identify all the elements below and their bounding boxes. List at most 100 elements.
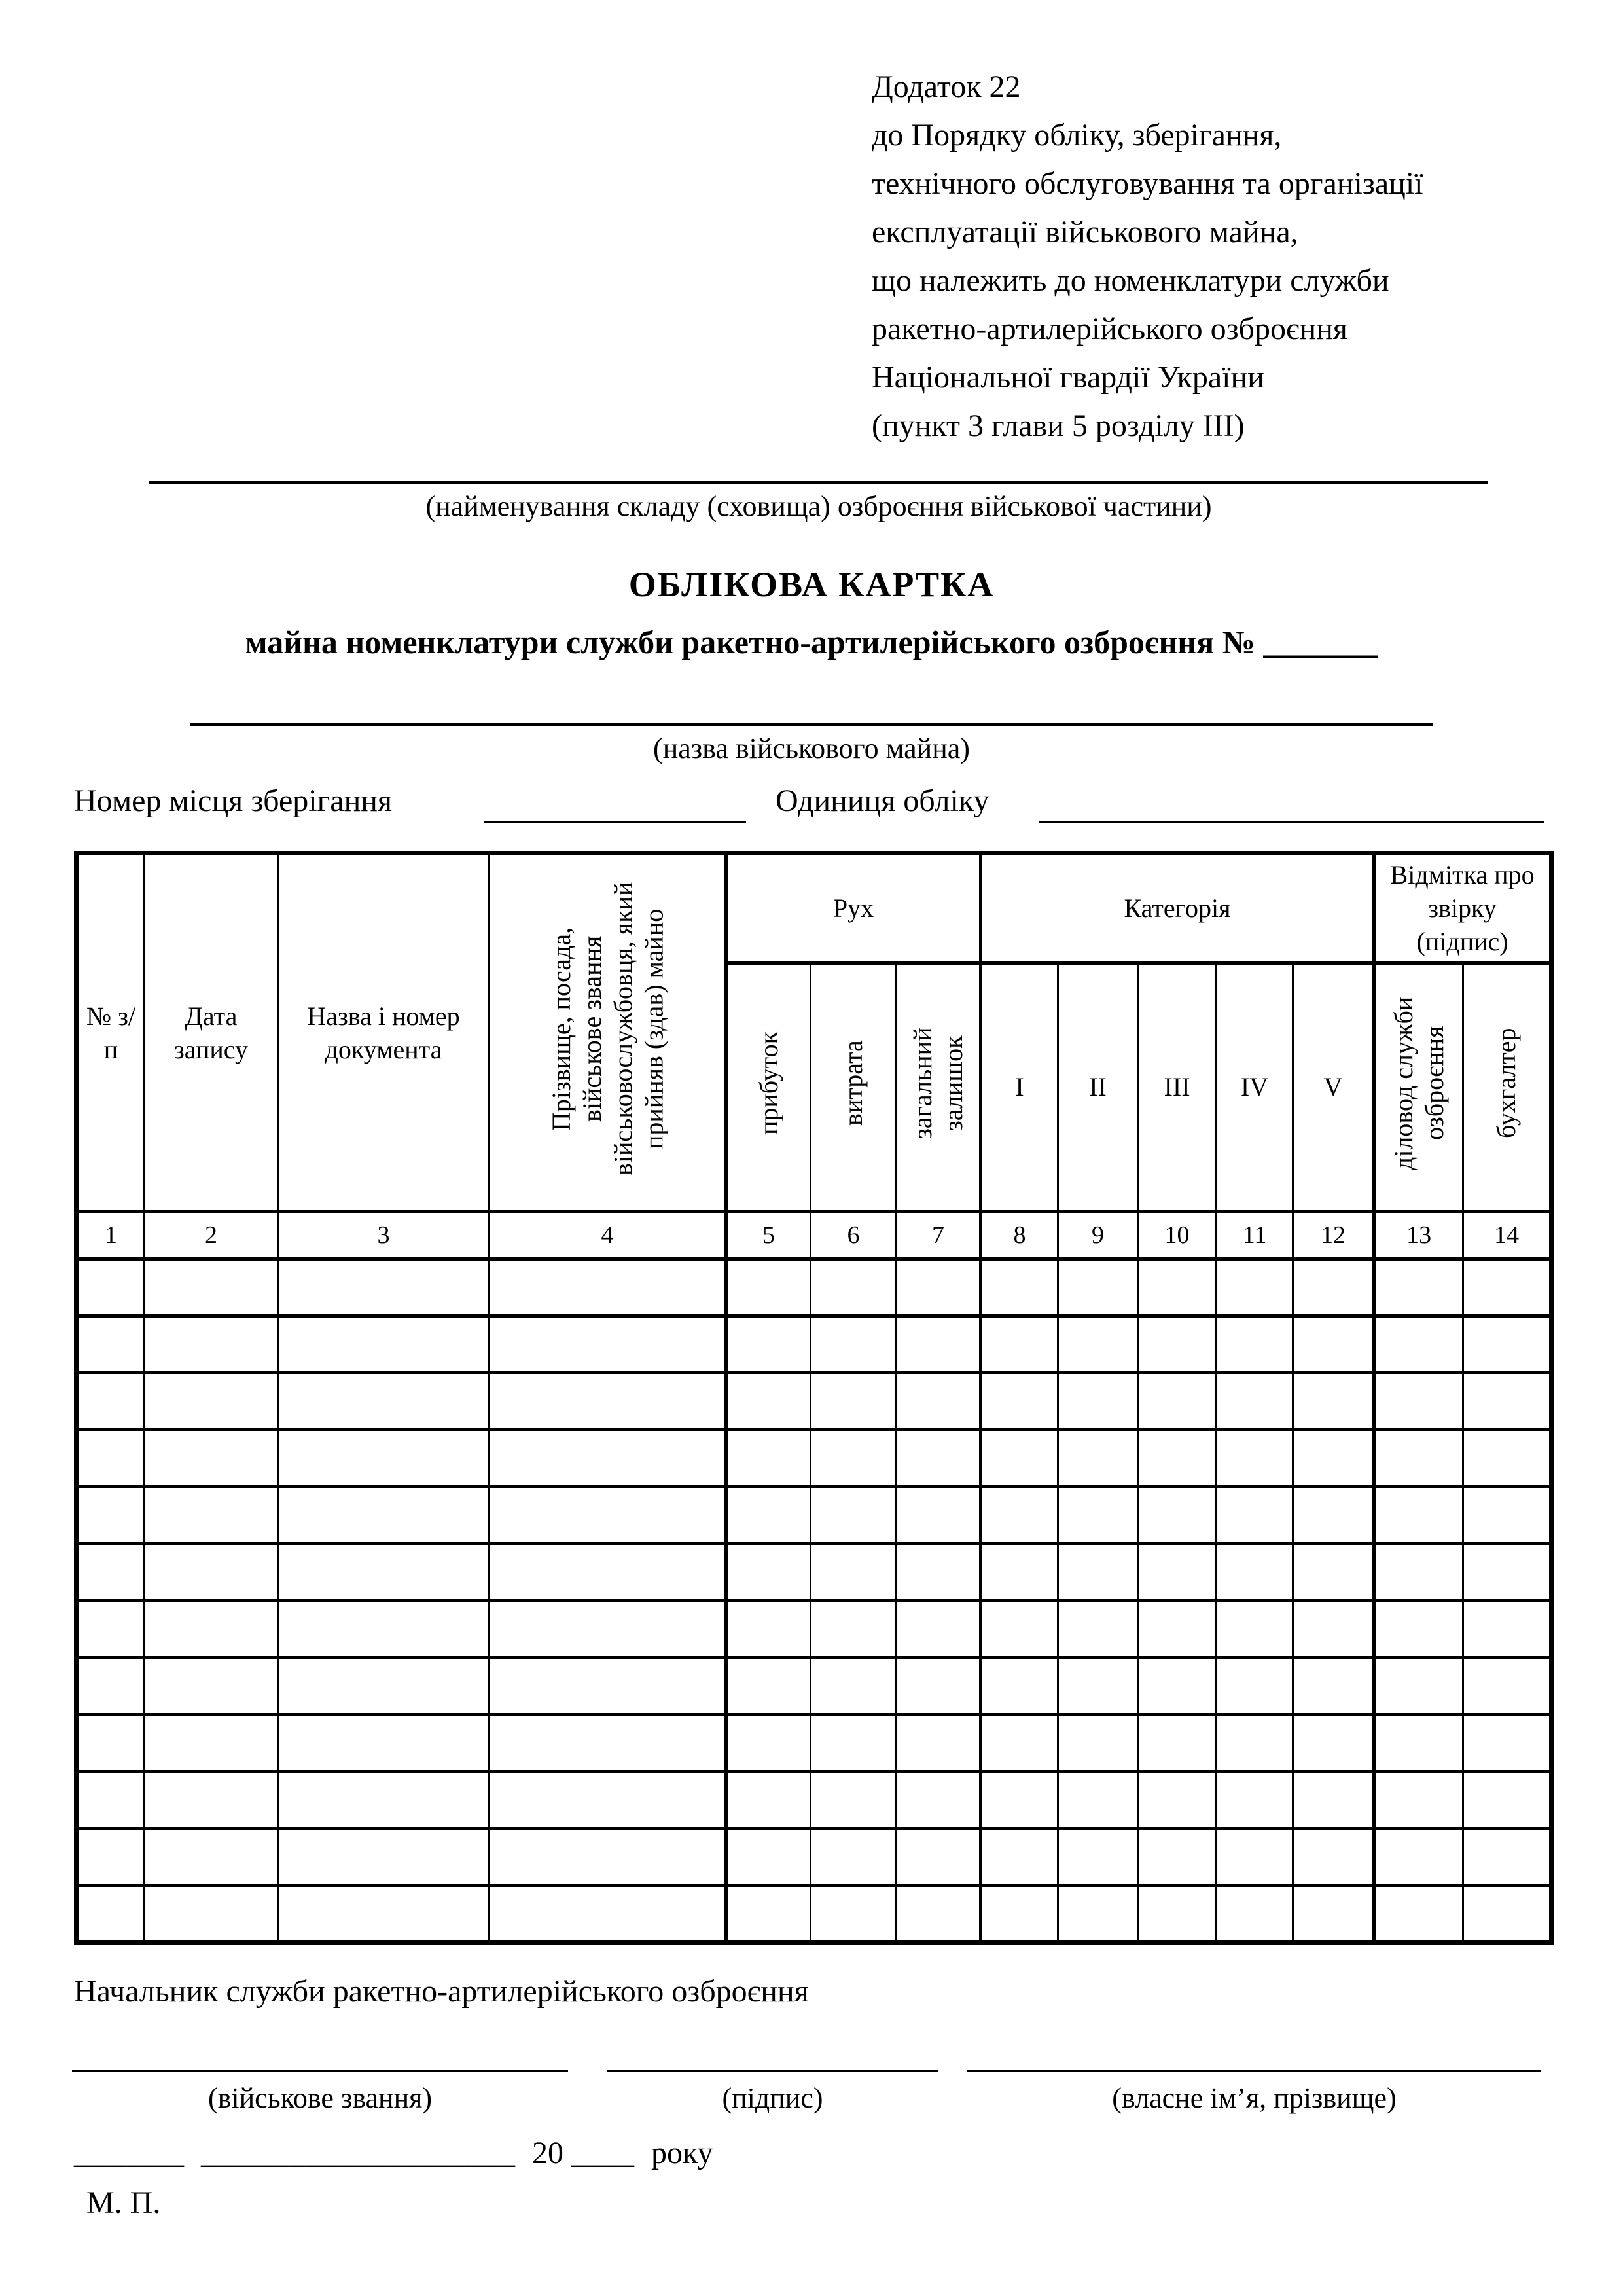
column-number: 13	[1372, 1210, 1463, 1259]
table-cell	[724, 1427, 811, 1487]
table-cell	[1137, 1257, 1217, 1316]
col-header-category-1: I	[979, 961, 1058, 1212]
table-cell	[1292, 1655, 1374, 1715]
table-cell	[810, 1314, 897, 1373]
table-cell	[1462, 1655, 1552, 1715]
table-cell	[979, 1427, 1058, 1487]
appendix-line: (пункт 3 глави 5 розділу III)	[872, 408, 1245, 443]
table-cell	[1462, 1883, 1552, 1943]
table-cell	[895, 1769, 981, 1829]
table-cell	[1372, 1598, 1463, 1658]
table-row	[75, 1826, 1552, 1886]
table-cell	[1057, 1598, 1138, 1658]
column-number: 6	[810, 1210, 897, 1259]
table-cell	[1462, 1484, 1552, 1544]
table-cell	[1372, 1541, 1463, 1601]
table-cell	[979, 1371, 1058, 1430]
table-cell	[143, 1883, 278, 1943]
column-number: 8	[979, 1210, 1058, 1259]
table-empty-body	[75, 1257, 1552, 1943]
table-cell	[1462, 1371, 1552, 1430]
col-header-record-date: Дата запису	[143, 852, 278, 1212]
table-cell	[895, 1541, 981, 1601]
table-cell	[1215, 1541, 1293, 1601]
table-cell	[1292, 1427, 1374, 1487]
table-cell	[724, 1712, 811, 1772]
table-cell	[1372, 1655, 1463, 1715]
table-cell	[277, 1371, 490, 1430]
date-line: _______ ____________________ 20 ____ рок…	[74, 2135, 722, 2171]
table-cell	[1057, 1883, 1138, 1943]
table-cell	[488, 1826, 726, 1886]
form-subtitle-text: майна номенклатури служби ракетно-артиле…	[245, 624, 1255, 660]
col-header-total-balance: загальний залишок	[895, 961, 981, 1212]
table-cell	[1057, 1826, 1138, 1886]
table-cell	[75, 1883, 145, 1943]
column-number-row: 1 2 3 4 5 6 7 8 9 10 11 12 13 14	[75, 1210, 1552, 1259]
table-cell	[75, 1826, 145, 1886]
table-cell	[724, 1598, 811, 1658]
table-cell	[724, 1257, 811, 1316]
table-cell	[143, 1769, 278, 1829]
table-cell	[1057, 1484, 1138, 1544]
form-subtitle: майна номенклатури служби ракетно-артиле…	[0, 623, 1623, 661]
form-title: ОБЛІКОВА КАРТКА	[628, 565, 995, 604]
date-year-suffix: року	[651, 2136, 713, 2170]
appendix-line: Додаток 22	[872, 69, 1021, 104]
table-cell	[1372, 1769, 1463, 1829]
table-cell	[1372, 1314, 1463, 1373]
appendix-line: ракетно-артилерійського озброєння	[872, 312, 1348, 346]
table-cell	[277, 1257, 490, 1316]
table-cell	[75, 1541, 145, 1601]
table-cell	[277, 1598, 490, 1658]
table-cell	[1137, 1769, 1217, 1829]
table-cell	[277, 1655, 490, 1715]
table-cell	[895, 1883, 981, 1943]
table-cell	[979, 1826, 1058, 1886]
column-number: 3	[277, 1210, 490, 1259]
table-row	[75, 1484, 1552, 1544]
warehouse-name-rule	[149, 443, 1488, 484]
appendix-line: технічного обслуговування та організації	[872, 166, 1423, 201]
table-cell	[277, 1826, 490, 1886]
table-cell	[979, 1257, 1058, 1316]
table-cell	[488, 1883, 726, 1943]
table-cell	[979, 1541, 1058, 1601]
table-cell	[1292, 1826, 1374, 1886]
table-cell	[75, 1484, 145, 1544]
table-cell	[1372, 1712, 1463, 1772]
signature-caption-signature: (підпис)	[722, 2082, 823, 2114]
unit-of-account-blank	[1039, 787, 1544, 823]
table-cell	[1057, 1257, 1138, 1316]
table-cell	[1462, 1826, 1552, 1886]
table-row	[75, 1655, 1552, 1715]
signature-line-rank	[72, 2037, 568, 2072]
table-cell	[1372, 1371, 1463, 1430]
table-cell	[1292, 1712, 1374, 1772]
table-row	[75, 1314, 1552, 1373]
column-number: 12	[1292, 1210, 1374, 1259]
table-cell	[979, 1314, 1058, 1373]
table-cell	[979, 1883, 1058, 1943]
rotated-records-clerk-label: діловод служби озброєння	[1388, 996, 1450, 1170]
col-header-category-4: IV	[1215, 961, 1293, 1212]
appendix-line: що належить до номенклатури служби	[872, 263, 1389, 298]
signature-caption-rank: (військове звання)	[207, 2082, 433, 2114]
column-number: 2	[143, 1210, 278, 1259]
column-number: 7	[895, 1210, 981, 1259]
appendix-line: Національної гвардії України	[872, 360, 1264, 395]
table-row	[75, 1427, 1552, 1487]
rotated-expense-label: витрата	[838, 1040, 868, 1126]
appendix-block: Додаток 22 до Порядку обліку, зберігання…	[872, 63, 1578, 450]
table-cell	[724, 1484, 811, 1544]
table-cell	[277, 1883, 490, 1943]
col-header-category-3: III	[1137, 961, 1217, 1212]
column-number: 11	[1215, 1210, 1293, 1259]
date-month-blank: ____________________	[201, 2136, 515, 2170]
table-cell	[1215, 1598, 1293, 1658]
table-header-row-sub: прибуток витрата загальний залишок I II …	[77, 961, 1552, 1212]
table-cell	[724, 1769, 811, 1829]
table-cell	[1215, 1427, 1293, 1487]
table-cell	[1137, 1427, 1217, 1487]
card-number-blank: _______	[1263, 624, 1378, 660]
